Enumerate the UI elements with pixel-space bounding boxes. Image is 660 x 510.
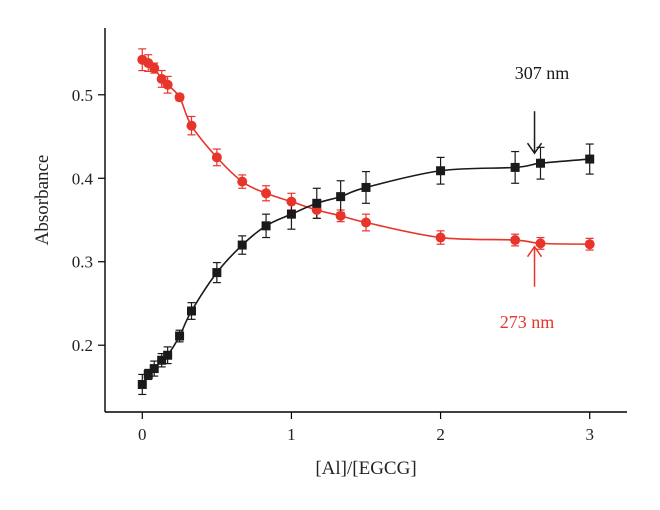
x-axis-label: [Al]/[EGCG] bbox=[315, 458, 416, 479]
data-point-circle bbox=[286, 196, 297, 207]
data-point-square bbox=[137, 379, 147, 389]
y-tick-label: 0.3 bbox=[72, 253, 93, 272]
data-point-circle bbox=[237, 176, 248, 187]
x-tick-label: 2 bbox=[436, 425, 445, 444]
data-point-circle bbox=[149, 63, 160, 74]
data-point-circle bbox=[174, 92, 185, 103]
annotations: 307 nm 273 nm bbox=[500, 63, 570, 332]
data-point-circle bbox=[261, 188, 272, 199]
x-tick-label: 3 bbox=[585, 425, 594, 444]
data-point-square bbox=[436, 166, 446, 176]
data-point-square bbox=[336, 192, 346, 202]
data-point-circle bbox=[535, 238, 546, 249]
x-tick-label: 1 bbox=[287, 425, 296, 444]
data-point-square bbox=[157, 355, 167, 365]
y-tick-label: 0.4 bbox=[72, 169, 94, 188]
data-point-circle bbox=[510, 235, 521, 246]
data-point-circle bbox=[186, 120, 197, 131]
data-point-square bbox=[163, 350, 173, 360]
data-point-square bbox=[286, 209, 296, 219]
data-point-square bbox=[535, 158, 545, 168]
y-tick-label: 0.5 bbox=[72, 86, 93, 105]
data-point-circle bbox=[211, 152, 222, 163]
axes bbox=[104, 28, 627, 413]
y-tick-label: 0.2 bbox=[72, 336, 93, 355]
data-markers bbox=[137, 54, 595, 389]
data-point-circle bbox=[361, 217, 371, 228]
data-point-square bbox=[510, 162, 520, 172]
data-point-circle bbox=[584, 239, 595, 250]
data-point-square bbox=[261, 221, 271, 231]
data-point-square bbox=[312, 198, 322, 208]
data-point-square bbox=[143, 369, 153, 379]
data-point-circle bbox=[335, 210, 346, 221]
ticks: 0 1 2 3 0.2 0.3 0.4 0.5 bbox=[72, 86, 594, 444]
data-point-circle bbox=[435, 232, 446, 243]
data-point-square bbox=[212, 268, 222, 278]
data-point-square bbox=[237, 240, 247, 250]
y-axis-label: Absorbance bbox=[32, 155, 53, 246]
data-point-square bbox=[187, 306, 197, 316]
x-tick-label: 0 bbox=[138, 425, 147, 444]
annotation-273nm: 273 nm bbox=[500, 312, 555, 332]
annotation-arrow-1 bbox=[526, 111, 543, 155]
annotation-arrow-2 bbox=[526, 245, 543, 287]
annotation-307nm: 307 nm bbox=[515, 63, 570, 83]
data-point-square bbox=[361, 182, 371, 192]
data-point-square bbox=[585, 154, 595, 164]
data-point-square bbox=[149, 364, 159, 374]
data-point-circle bbox=[162, 79, 173, 90]
data-point-square bbox=[175, 331, 185, 341]
